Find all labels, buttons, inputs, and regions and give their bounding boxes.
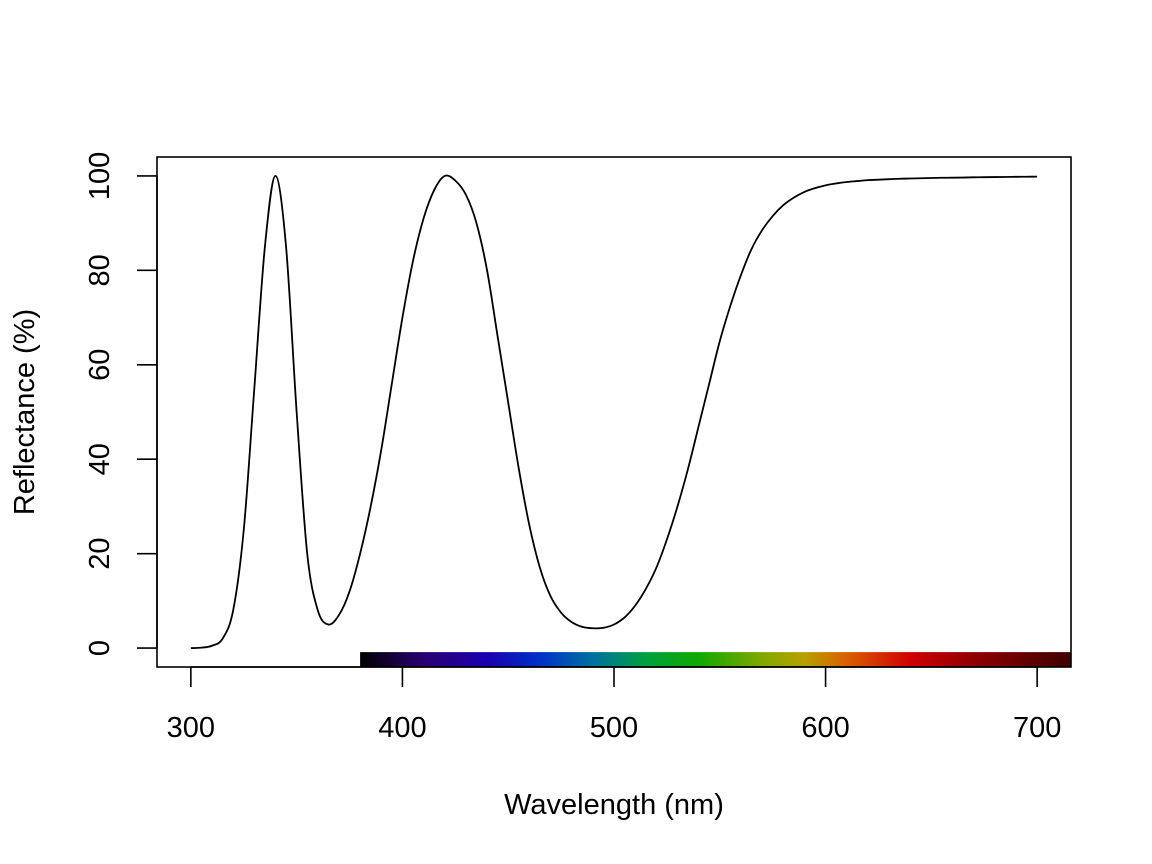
- y-tick-label: 60: [84, 349, 116, 381]
- y-axis: 0 20 40 60 80 100: [84, 152, 158, 656]
- y-axis-title: Reflectance (%): [9, 309, 41, 515]
- x-axis-title: Wavelength (nm): [504, 789, 724, 821]
- spectrum-bar: [360, 652, 1072, 667]
- x-tick-label: 300: [167, 712, 215, 744]
- x-tick-label: 600: [801, 712, 849, 744]
- y-tick-label: 20: [84, 538, 116, 570]
- y-tick-label: 40: [84, 443, 116, 475]
- plot-frame: [156, 156, 1072, 668]
- line-layer: [190, 174, 1038, 650]
- x-tick-label: 400: [378, 712, 426, 744]
- x-tick-label: 500: [590, 712, 638, 744]
- x-axis: 300 400 500 600 700: [167, 666, 1061, 744]
- x-tick-label: 700: [1013, 712, 1061, 744]
- y-tick-label: 0: [84, 640, 116, 656]
- reflectance-line: [190, 174, 1038, 650]
- y-tick-label: 100: [84, 152, 116, 200]
- y-tick-label: 80: [84, 254, 116, 286]
- spectrum-layer: [360, 652, 1072, 667]
